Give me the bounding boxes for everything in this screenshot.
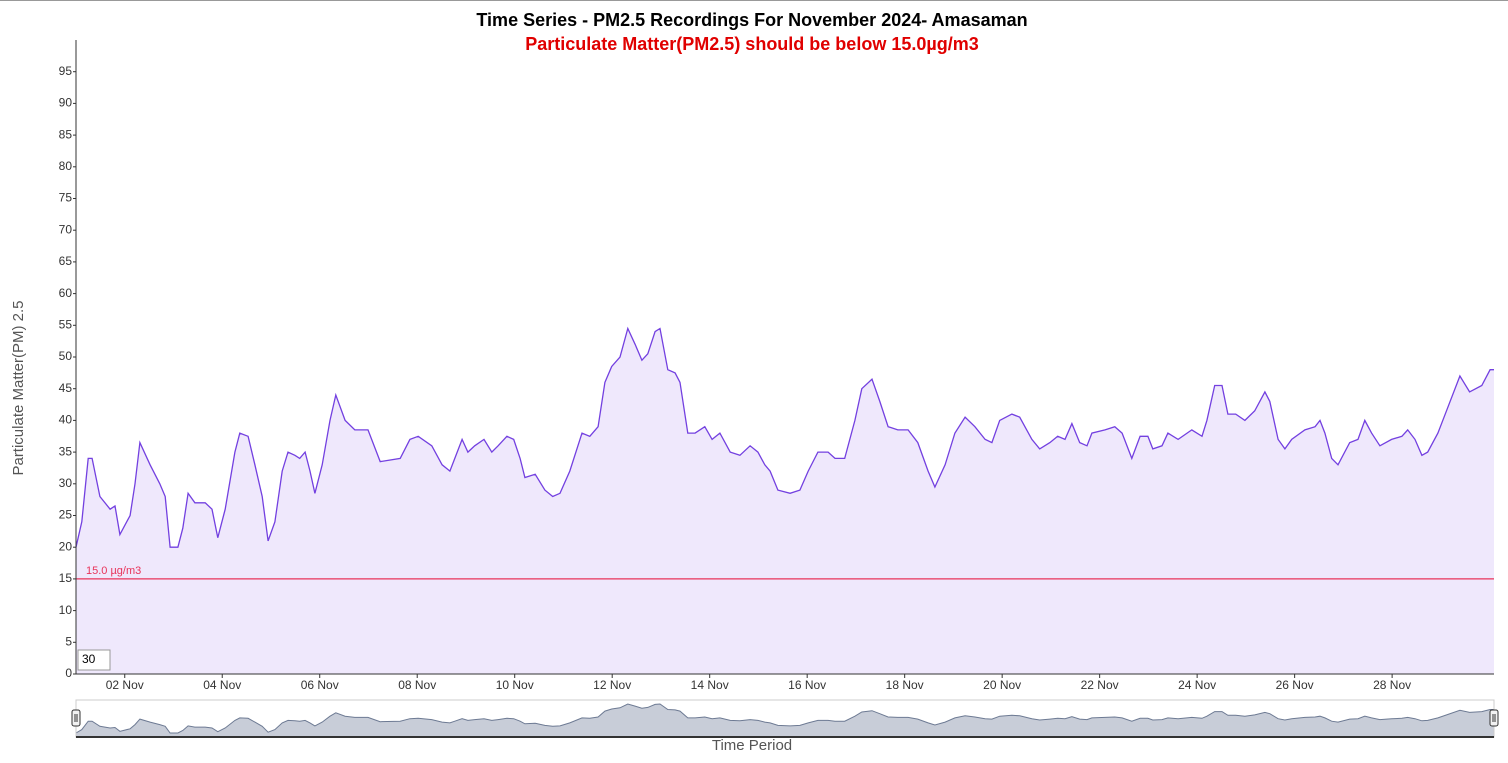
y-tick-label: 60 bbox=[59, 286, 73, 300]
y-axis-label: Particulate Matter(PM) 2.5 bbox=[10, 300, 27, 475]
x-tick-label: 04 Nov bbox=[203, 678, 241, 692]
x-tick-label: 26 Nov bbox=[1276, 678, 1314, 692]
area-fill bbox=[76, 328, 1494, 674]
range-input[interactable] bbox=[77, 649, 111, 671]
y-tick-label: 20 bbox=[59, 539, 73, 553]
y-tick-label: 5 bbox=[65, 634, 72, 648]
x-tick-label: 22 Nov bbox=[1081, 678, 1119, 692]
y-tick-label: 40 bbox=[59, 413, 73, 427]
y-tick-label: 10 bbox=[59, 603, 73, 617]
x-tick-label: 16 Nov bbox=[788, 678, 826, 692]
x-tick-label: 06 Nov bbox=[301, 678, 339, 692]
y-tick-label: 55 bbox=[59, 317, 73, 331]
data-line bbox=[75, 326, 1494, 548]
range-input-text: 30 bbox=[82, 652, 96, 666]
x-tick-label: 20 Nov bbox=[983, 678, 1021, 692]
x-tick-label: 18 Nov bbox=[886, 678, 924, 692]
x-tick-label: 02 Nov bbox=[106, 678, 144, 692]
navigator-handle[interactable] bbox=[1489, 709, 1499, 727]
y-tick-label: 75 bbox=[59, 191, 73, 205]
y-tick-label: 25 bbox=[59, 508, 73, 522]
x-tick-label: 14 Nov bbox=[691, 678, 729, 692]
x-tick-label: 10 Nov bbox=[496, 678, 534, 692]
chart-subtitle: Particulate Matter(PM2.5) should be belo… bbox=[525, 34, 978, 54]
x-tick-label: 24 Nov bbox=[1178, 678, 1216, 692]
y-tick-label: 90 bbox=[59, 96, 73, 110]
x-tick-label: 12 Nov bbox=[593, 678, 631, 692]
y-tick-label: 15 bbox=[59, 571, 73, 585]
navigator-handle[interactable] bbox=[71, 709, 81, 727]
x-tick-label: 08 Nov bbox=[398, 678, 436, 692]
x-axis-label: Time Period bbox=[712, 737, 792, 754]
y-tick-label: 35 bbox=[59, 444, 73, 458]
navigator-line bbox=[75, 703, 1494, 734]
chart-title: Time Series - PM2.5 Recordings For Novem… bbox=[476, 10, 1027, 30]
y-tick-label: 85 bbox=[59, 127, 73, 141]
navigator-area bbox=[76, 704, 1494, 737]
y-tick-label: 70 bbox=[59, 222, 73, 236]
y-tick-label: 95 bbox=[59, 64, 73, 78]
y-tick-label: 50 bbox=[59, 349, 73, 363]
y-tick-label: 45 bbox=[59, 381, 73, 395]
x-tick-label: 28 Nov bbox=[1373, 678, 1411, 692]
y-tick-label: 80 bbox=[59, 159, 73, 173]
y-tick-label: 65 bbox=[59, 254, 73, 268]
y-tick-label: 30 bbox=[59, 476, 73, 490]
threshold-label: 15.0 µg/m3 bbox=[86, 565, 141, 577]
y-tick-label: 0 bbox=[65, 666, 72, 680]
